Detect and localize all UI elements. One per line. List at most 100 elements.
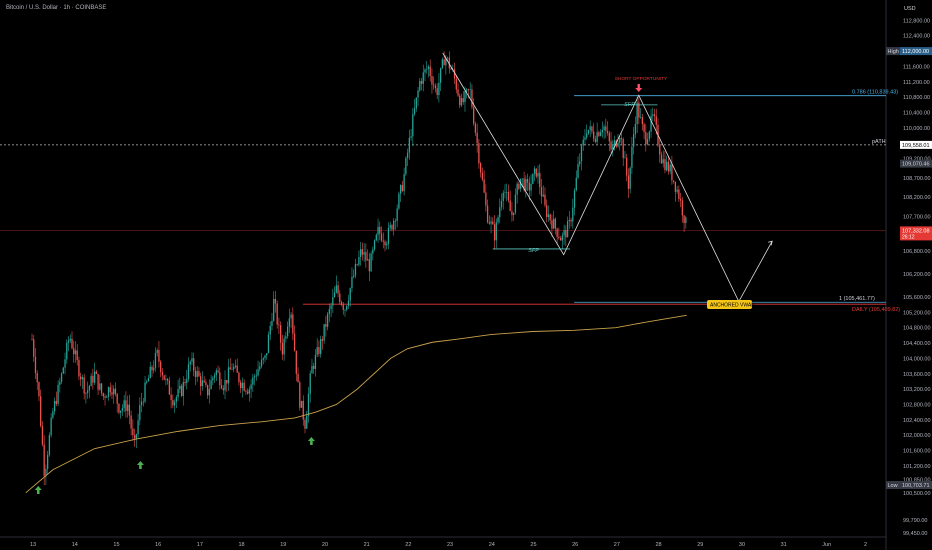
candle-body	[163, 375, 165, 380]
candle-body	[492, 221, 494, 225]
candle-body	[382, 240, 384, 242]
candle-body	[455, 78, 457, 90]
candle-body	[453, 69, 456, 79]
candle-body	[445, 57, 447, 66]
mid-price-tag-bg	[900, 159, 932, 168]
y-tick-label: 105,600.00	[903, 295, 931, 301]
candle-body	[278, 324, 280, 326]
candle-body	[448, 57, 450, 69]
candle-body	[551, 220, 553, 229]
candle-body	[399, 185, 402, 194]
candle-body	[314, 354, 317, 369]
fib-1-label: 1 (105,461.77)	[839, 296, 875, 302]
candle-body	[260, 359, 263, 367]
candle-body	[610, 141, 612, 150]
candle-body	[446, 57, 449, 59]
candle-body	[674, 181, 677, 192]
candle-body	[528, 182, 530, 191]
candle-body	[586, 133, 588, 138]
candle-body	[99, 383, 101, 390]
candle-body	[71, 338, 73, 349]
candle-body	[200, 376, 202, 387]
sfp-top-label: SFP	[624, 102, 635, 108]
y-tick-label: 110,800.00	[903, 95, 930, 101]
candle-body	[320, 339, 322, 354]
candle-body	[495, 222, 497, 241]
candle-body	[333, 292, 336, 298]
x-tick-label: 30	[739, 542, 745, 548]
candle-body	[606, 130, 609, 134]
candle-body	[506, 192, 508, 193]
candle-body	[652, 114, 654, 116]
candle-body	[627, 175, 630, 189]
candle-body	[646, 139, 649, 145]
candle-body	[187, 364, 190, 380]
candle-body	[629, 167, 631, 189]
candle-body	[259, 366, 261, 370]
candle-body	[476, 132, 478, 144]
candle-body	[340, 302, 343, 305]
candle-body	[601, 129, 604, 133]
candle-body	[126, 404, 129, 411]
candle-body	[57, 384, 59, 404]
candle-body	[342, 304, 344, 310]
candle-body	[125, 400, 127, 411]
chart-title: Bitcoin / U.S. Dollar · 1h · COINBASE	[6, 5, 107, 11]
candle-body	[182, 382, 184, 396]
candle-body	[66, 342, 68, 360]
path-price-tag-bg	[900, 140, 932, 149]
candle-body	[73, 348, 75, 355]
candle-body	[473, 107, 475, 124]
candle-body	[179, 385, 181, 390]
candle-body	[177, 389, 179, 398]
candle-body	[599, 132, 602, 136]
projection-arrowhead	[768, 240, 773, 246]
candle-body	[426, 69, 428, 70]
candle-body	[241, 382, 244, 389]
current-price-tag-sub: 26:12	[902, 234, 915, 240]
y-tick-label: 102,400.00	[903, 418, 931, 424]
candle-body	[459, 95, 461, 106]
candle-body	[464, 91, 466, 103]
x-tick-label: 21	[364, 542, 370, 548]
candle-body	[412, 114, 414, 137]
candle-body	[253, 376, 256, 378]
candle-body	[403, 174, 405, 192]
candle-body	[288, 318, 291, 327]
candle-body	[31, 339, 33, 340]
candle-body	[582, 139, 584, 146]
candle-body	[198, 371, 200, 377]
candle-body	[429, 66, 431, 77]
candle-body	[386, 244, 388, 246]
candle-body	[245, 390, 247, 392]
candle-body	[679, 199, 682, 201]
candle-body	[384, 241, 386, 246]
candle-body	[97, 373, 99, 390]
candle-body	[60, 373, 63, 382]
candle-body	[160, 361, 162, 373]
candle-body	[189, 361, 191, 365]
candle-body	[572, 207, 574, 222]
candle-body	[297, 373, 299, 383]
candle-body	[227, 367, 230, 384]
candle-body	[92, 375, 94, 383]
y-tick-label: 112,400.00	[903, 34, 930, 40]
candle-body	[64, 359, 66, 368]
candle-body	[222, 388, 224, 391]
candle-body	[93, 371, 96, 383]
candle-body	[436, 88, 438, 96]
candle-body	[584, 137, 586, 140]
candle-body	[325, 324, 327, 327]
y-tick-label: 106,200.00	[903, 272, 931, 278]
candle-body	[53, 400, 56, 412]
candle-body	[311, 365, 313, 374]
candle-body	[276, 303, 278, 325]
candle-body	[394, 220, 397, 222]
candle-body	[318, 347, 320, 354]
candle-body	[575, 177, 577, 191]
candle-body	[326, 314, 329, 327]
candle-body	[533, 168, 536, 174]
candle-body	[86, 390, 89, 393]
candle-body	[266, 353, 268, 356]
